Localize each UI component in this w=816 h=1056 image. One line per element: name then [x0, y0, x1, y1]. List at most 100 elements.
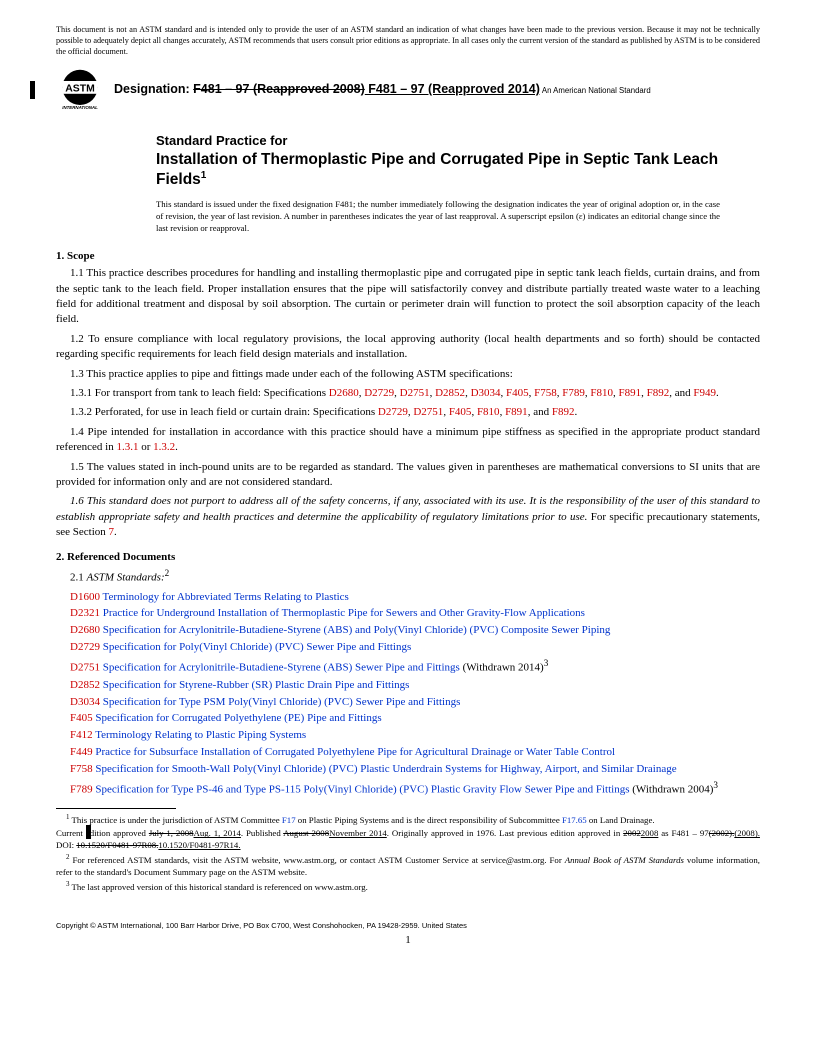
spec-link[interactable]: F949 [693, 387, 716, 399]
ref-link[interactable]: 7 [109, 526, 115, 538]
ref-item: D1600 Terminology for Abbreviated Terms … [56, 590, 760, 605]
spec-link[interactable]: D2729 [364, 387, 394, 399]
para-1-1: 1.1 This practice describes procedures f… [56, 266, 760, 328]
ans-note: An American National Standard [542, 86, 651, 95]
footnote-2: 2 For referenced ASTM standards, visit t… [56, 853, 760, 878]
spec-link[interactable]: D2729 [378, 406, 408, 418]
designation-line: Designation: F481 – 97 (Reapproved 2008)… [114, 82, 651, 96]
spec-link[interactable]: F405 [449, 406, 472, 418]
para-1-2: 1.2 To ensure compliance with local regu… [56, 332, 760, 363]
spec-link[interactable]: F891 [505, 406, 528, 418]
spec-link[interactable]: D2852 [435, 387, 465, 399]
ref-code[interactable]: F412 [70, 729, 93, 741]
fn1b-d: as F481 – 97 [658, 828, 708, 838]
svg-text:ASTM: ASTM [65, 84, 94, 95]
ref-title[interactable]: Specification for Styrene-Rubber (SR) Pl… [103, 679, 410, 691]
committee-link[interactable]: F17 [282, 815, 296, 825]
spec-link[interactable]: F892 [647, 387, 670, 399]
ref-title[interactable]: Specification for Type PS-46 and Type PS… [95, 784, 629, 796]
ref-title[interactable]: Specification for Acrylonitrile-Butadien… [103, 662, 460, 674]
ref-code[interactable]: F405 [70, 712, 93, 724]
p132-specs: D2729, D2751, F405, F810, F891 [378, 406, 528, 418]
fn1b-old4: (2002). [709, 828, 735, 838]
fn1b-new2: November 2014 [329, 828, 387, 838]
ref-title[interactable]: Specification for Acrylonitrile-Butadien… [103, 624, 611, 636]
designation-old: F481 – 97 (Reapproved 2008) [193, 82, 365, 96]
fn1b-a: Current edition approved [56, 828, 149, 838]
fn1-c: on Land Drainage. [587, 815, 655, 825]
spec-link[interactable]: D2751 [413, 406, 443, 418]
fn1b-new4: (2008). [734, 828, 760, 838]
para-2-1: 2.1 ASTM Standards:2 [56, 567, 760, 586]
fn1b-c: . Originally approved in 1976. Last prev… [387, 828, 623, 838]
section-2-head: 2. Referenced Documents [56, 551, 760, 563]
p21-b: ASTM Standards: [87, 571, 165, 583]
ref-code[interactable]: D2729 [70, 641, 100, 653]
spec-link[interactable]: F405 [506, 387, 529, 399]
para-1-3: 1.3 This practice applies to pipe and fi… [56, 367, 760, 382]
fn3-text: The last approved version of this histor… [70, 882, 368, 892]
footnotes: 1 This practice is under the jurisdictio… [56, 813, 760, 893]
spec-link[interactable]: F810 [477, 406, 500, 418]
spec-link[interactable]: F810 [590, 387, 613, 399]
spec-link[interactable]: D2680 [329, 387, 359, 399]
ref-code[interactable]: D2852 [70, 679, 100, 691]
ref-item: F405 Specification for Corrugated Polyet… [56, 711, 760, 726]
ref-sup: 3 [544, 658, 549, 668]
spec-link[interactable]: D2751 [400, 387, 430, 399]
ref-link[interactable]: 1.3.1 [116, 441, 138, 453]
copyright-text: Copyright © ASTM International, 100 Barr… [56, 921, 760, 930]
ref-title[interactable]: Specification for Type PSM Poly(Vinyl Ch… [103, 696, 461, 708]
para-1-4: 1.4 Pipe intended for installation in ac… [56, 425, 760, 456]
p132-and: , and [528, 406, 552, 418]
spec-link[interactable]: F789 [562, 387, 585, 399]
disclaimer-text: This document is not an ASTM standard an… [56, 24, 760, 57]
title-block: Standard Practice for Installation of Th… [156, 133, 720, 189]
ref-code[interactable]: D1600 [70, 591, 100, 603]
fn2-italic: Annual Book of ASTM Standards [565, 855, 684, 865]
section-1-head: 1. Scope [56, 250, 760, 262]
ref-item: D2729 Specification for Poly(Vinyl Chlor… [56, 640, 760, 655]
subcommittee-link[interactable]: F17.65 [562, 815, 587, 825]
svg-text:INTERNATIONAL: INTERNATIONAL [62, 105, 98, 110]
footnote-3: 3 The last approved version of this hist… [56, 880, 760, 893]
fn1b-old1: July 1, 2008 [149, 828, 194, 838]
ref-title[interactable]: Practice for Underground Installation of… [103, 607, 585, 619]
ref-item: D2852 Specification for Styrene-Rubber (… [56, 678, 760, 693]
fn1b-doi-old: 10.1520/F0481-97R08. [76, 840, 158, 850]
para-1-5: 1.5 The values stated in inch-pound unit… [56, 460, 760, 491]
ref-code[interactable]: D2680 [70, 624, 100, 636]
ref-item: F789 Specification for Type PS-46 and Ty… [56, 779, 760, 798]
spec-link[interactable]: F758 [534, 387, 557, 399]
ref-title[interactable]: Specification for Smooth-Wall Poly(Vinyl… [95, 763, 676, 775]
p21-sup: 2 [165, 568, 170, 578]
ref-title[interactable]: Specification for Corrugated Polyethylen… [95, 712, 381, 724]
ref-code[interactable]: D2751 [70, 662, 100, 674]
fn1b-old2: August 2008 [283, 828, 329, 838]
ref-code[interactable]: F758 [70, 763, 93, 775]
p132-lead: 1.3.2 Perforated, for use in leach field… [70, 406, 378, 418]
spec-link[interactable]: F891 [619, 387, 642, 399]
ref-tail: (Withdrawn 2004) [630, 784, 714, 796]
spec-link[interactable]: F892 [552, 406, 575, 418]
ref-link[interactable]: 1.3.2 [153, 441, 175, 453]
fn1b-new1: Aug. 1, 2014 [194, 828, 241, 838]
ref-title[interactable]: Specification for Poly(Vinyl Chloride) (… [103, 641, 412, 653]
title-main: Installation of Thermoplastic Pipe and C… [156, 150, 720, 189]
ref-title[interactable]: Practice for Subsurface Installation of … [95, 746, 615, 758]
issuance-note: This standard is issued under the fixed … [156, 199, 720, 234]
spec-link[interactable]: D3034 [471, 387, 501, 399]
para-1-6: 1.6 This standard does not purport to ad… [56, 494, 760, 540]
ref-code[interactable]: F789 [70, 784, 93, 796]
ref-tail: (Withdrawn 2014) [460, 662, 544, 674]
ref-title[interactable]: Terminology Relating to Plastic Piping S… [95, 729, 306, 741]
designation-label: Designation: [114, 82, 193, 96]
page: This document is not an ASTM standard an… [0, 0, 816, 966]
ref-item: F449 Practice for Subsurface Installatio… [56, 745, 760, 760]
ref-code[interactable]: D3034 [70, 696, 100, 708]
ref-code[interactable]: F449 [70, 746, 93, 758]
ref-title[interactable]: Terminology for Abbreviated Terms Relati… [103, 591, 349, 603]
p14-or: or [138, 441, 153, 453]
ref-code[interactable]: D2321 [70, 607, 100, 619]
fn1b-doi-a: DOI: [56, 840, 76, 850]
